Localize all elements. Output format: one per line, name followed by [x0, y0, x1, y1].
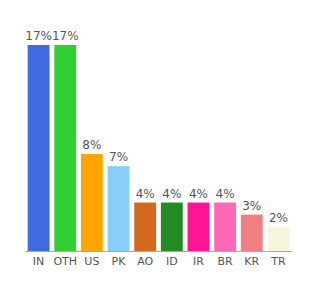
data-labels: 17%17% 8% 7% 4% 4% 4% 4% 3% 2% — [25, 29, 288, 225]
bar — [134, 203, 156, 251]
x-tick: PK — [112, 255, 127, 268]
x-tick: IR — [193, 255, 204, 268]
data-label: 17% — [52, 29, 79, 43]
x-tick: AO — [137, 255, 153, 268]
chart: 17%17% 8% 7% 4% 4% 4% 4% 3% 2% IN OTH US PK AO ID IR BR K… — [0, 0, 320, 300]
x-tick-label: AO — [137, 255, 153, 268]
x-tick-label: PK — [112, 255, 127, 268]
bars — [28, 45, 290, 251]
x-tick-label: ID — [166, 255, 178, 268]
data-label: 17% — [25, 29, 52, 43]
bar — [108, 166, 130, 251]
data-label: 4% — [216, 187, 235, 201]
data-label: 8% — [82, 138, 101, 152]
x-tick: BR — [218, 255, 234, 268]
data-label: 2% — [269, 211, 288, 225]
x-tick-label: KR — [244, 255, 259, 268]
bar — [267, 227, 289, 251]
x-tick: OTH — [53, 255, 77, 268]
x-tick: TR — [270, 255, 286, 268]
data-label: 3% — [242, 199, 261, 213]
x-tick-label: BR — [218, 255, 234, 268]
x-tick-label: OTH — [53, 255, 77, 268]
bar — [188, 203, 210, 251]
bar — [81, 154, 103, 251]
x-tick-label: IR — [193, 255, 204, 268]
bar — [241, 215, 263, 251]
x-tick: ID — [166, 255, 178, 268]
x-tick: US — [84, 255, 99, 268]
x-tick: IN — [33, 255, 44, 268]
plot: 17%17% 8% 7% 4% 4% 4% 4% 3% 2% IN OTH US PK AO ID IR BR K… — [25, 29, 292, 268]
data-label: 4% — [136, 187, 155, 201]
x-tick-label: US — [84, 255, 99, 268]
data-label: 7% — [109, 150, 128, 164]
bar — [161, 203, 183, 251]
data-label: 4% — [162, 187, 181, 201]
bar — [214, 203, 236, 251]
data-label: 4% — [189, 187, 208, 201]
x-axis: IN OTH US PK AO ID IR BR KR TR — [26, 252, 293, 268]
bar — [54, 45, 76, 251]
bar — [28, 45, 50, 251]
x-tick: KR — [244, 255, 259, 268]
x-tick-label: TR — [270, 255, 286, 268]
x-axis-line — [26, 251, 293, 252]
x-tick-label: IN — [33, 255, 44, 268]
